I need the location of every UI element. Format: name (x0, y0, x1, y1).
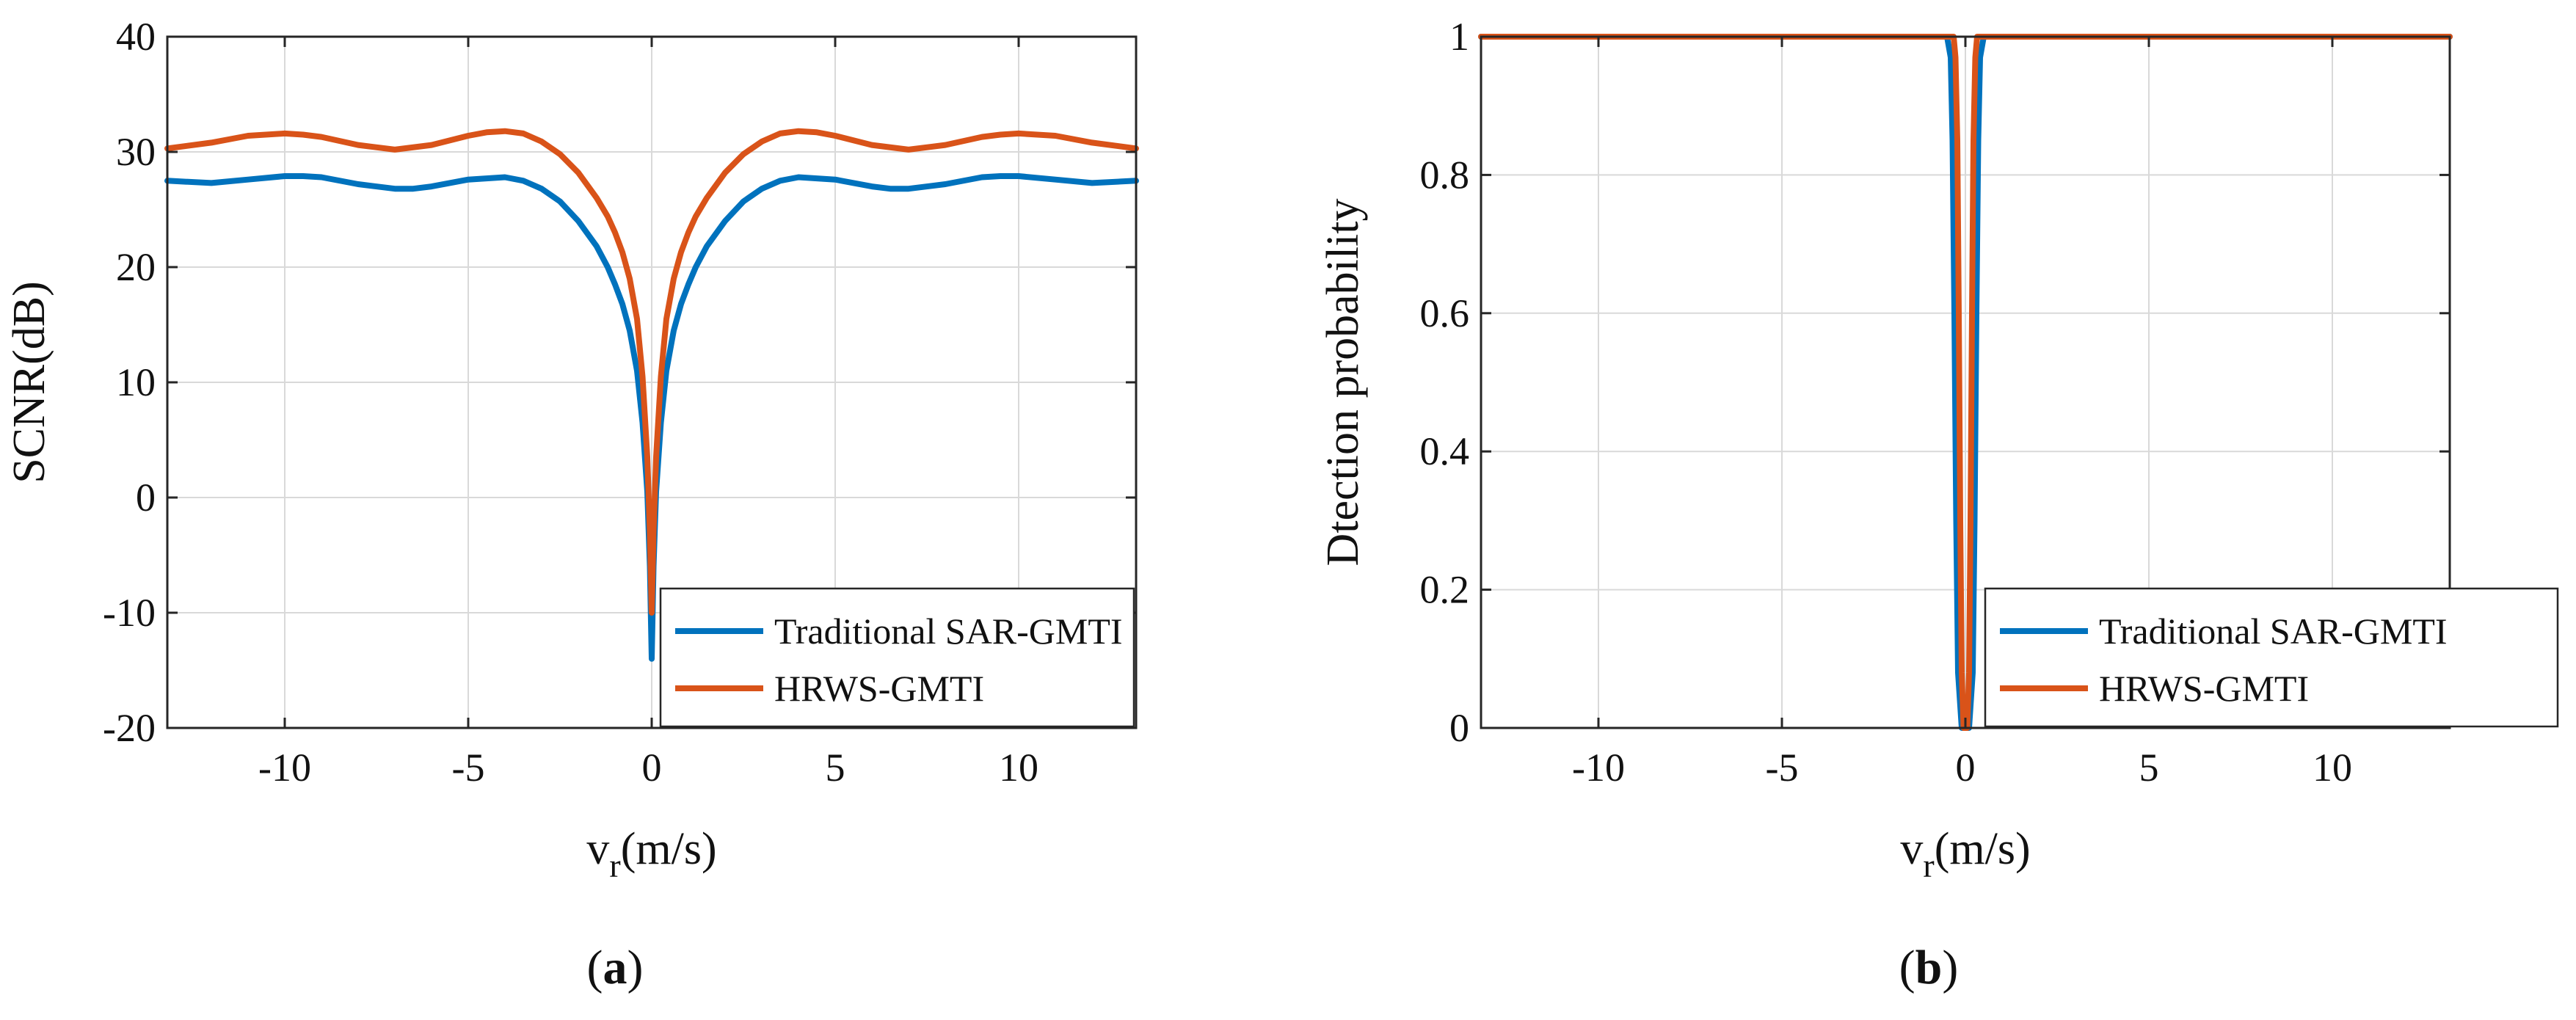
panel-a-x-tick-label-0: -10 (258, 746, 311, 790)
panel-a-x-label-unit: (m/s) (621, 824, 717, 874)
panel-b-y-tick-label-0: 0 (1449, 706, 1469, 750)
panel-b-x-label-main: v (1900, 824, 1923, 874)
panel-a-y-tick-label-2: 0 (136, 476, 156, 520)
panel-b-y-tick-label-4: 0.8 (1420, 153, 1470, 197)
panel-b-x-tick-label-0: -10 (1572, 746, 1625, 790)
panel-a-scnr-chart: -10 -5 0 5 10 -20 -10 0 10 20 30 40 SCNR(dB) vr(m/s… (4, 15, 1139, 994)
panel-b-x-tick-label-4: 10 (2313, 746, 2352, 790)
panel-b-y-tick-label-1: 0.2 (1420, 568, 1470, 612)
panel-a-x-tick-label-1: -5 (452, 746, 485, 790)
panel-a-legend-box (659, 587, 1135, 728)
panel-b-y-tick-label-3: 0.6 (1420, 291, 1470, 335)
panel-b-x-axis-label: vr(m/s) (1900, 824, 2030, 884)
panel-a-series-traditional-line (164, 173, 1139, 662)
panel-a-legend: Traditional SAR-GMTI HRWS-GMTI (659, 587, 1135, 728)
panel-a-x-label-subscript: r (609, 847, 620, 884)
panel-a-legend-label-traditional: Traditional SAR-GMTI (774, 611, 1123, 652)
panel-a-y-axis-label: SCNR(dB) (4, 281, 54, 484)
panel-a-caption-letter: a (603, 941, 627, 994)
panel-b-legend-box (1984, 587, 2559, 728)
panel-a-y-tick-label-5: 30 (116, 130, 156, 174)
panel-b-x-label-subscript: r (1923, 847, 1934, 884)
panel-b-caption-open: ( (1899, 941, 1915, 994)
panel-a-ticks: -10 -5 0 5 10 -20 -10 0 10 20 30 40 (103, 15, 1136, 790)
panel-b-caption: (b) (1899, 941, 1959, 994)
panel-b-caption-letter: b (1915, 941, 1943, 994)
panel-b-x-tick-label-3: 5 (2139, 746, 2159, 790)
panel-a-caption-close: ) (627, 941, 644, 994)
panel-a-y-tick-label-0: -20 (103, 706, 156, 750)
panel-a-legend-label-hrws: HRWS-GMTI (774, 668, 984, 709)
panel-a-series-hrws-line (164, 128, 1139, 616)
panel-b-y-tick-label-5: 1 (1449, 15, 1469, 59)
panel-a-y-tick-label-4: 20 (116, 245, 156, 289)
panel-a-x-tick-label-2: 0 (642, 746, 662, 790)
panel-b-legend-label-hrws: HRWS-GMTI (2099, 668, 2309, 709)
panel-a-caption-open: ( (587, 941, 603, 994)
panel-a-y-tick-label-3: 10 (116, 360, 156, 404)
panel-b-x-tick-label-2: 0 (1956, 746, 1976, 790)
panel-b-legend: Traditional SAR-GMTI HRWS-GMTI (1984, 587, 2559, 728)
panel-b-legend-label-traditional: Traditional SAR-GMTI (2099, 611, 2448, 652)
panel-b-x-tick-label-1: -5 (1766, 746, 1799, 790)
panel-a-x-tick-label-4: 10 (999, 746, 1038, 790)
panel-b-y-tick-label-2: 0.4 (1420, 429, 1470, 473)
panel-b-y-axis-label: Dtection probability (1318, 198, 1368, 566)
panel-a-series (164, 128, 1139, 662)
panel-a-x-tick-label-3: 5 (826, 746, 845, 790)
panel-a-y-tick-label-1: -10 (103, 591, 156, 635)
panel-b-x-label-unit: (m/s) (1935, 824, 2031, 874)
panel-a-y-tick-label-6: 40 (116, 15, 156, 59)
panel-b-detection-chart: -10 -5 0 5 10 0 0.2 0.4 0.6 0.8 1 Dtection probabi… (1318, 15, 2559, 994)
panel-b-ticks: -10 -5 0 5 10 0 0.2 0.4 0.6 0.8 1 (1420, 15, 2450, 790)
panel-a-caption: (a) (587, 941, 644, 994)
panel-b-caption-close: ) (1942, 941, 1958, 994)
panel-a-x-axis-label: vr(m/s) (586, 824, 716, 884)
panel-a-x-label-main: v (586, 824, 609, 874)
